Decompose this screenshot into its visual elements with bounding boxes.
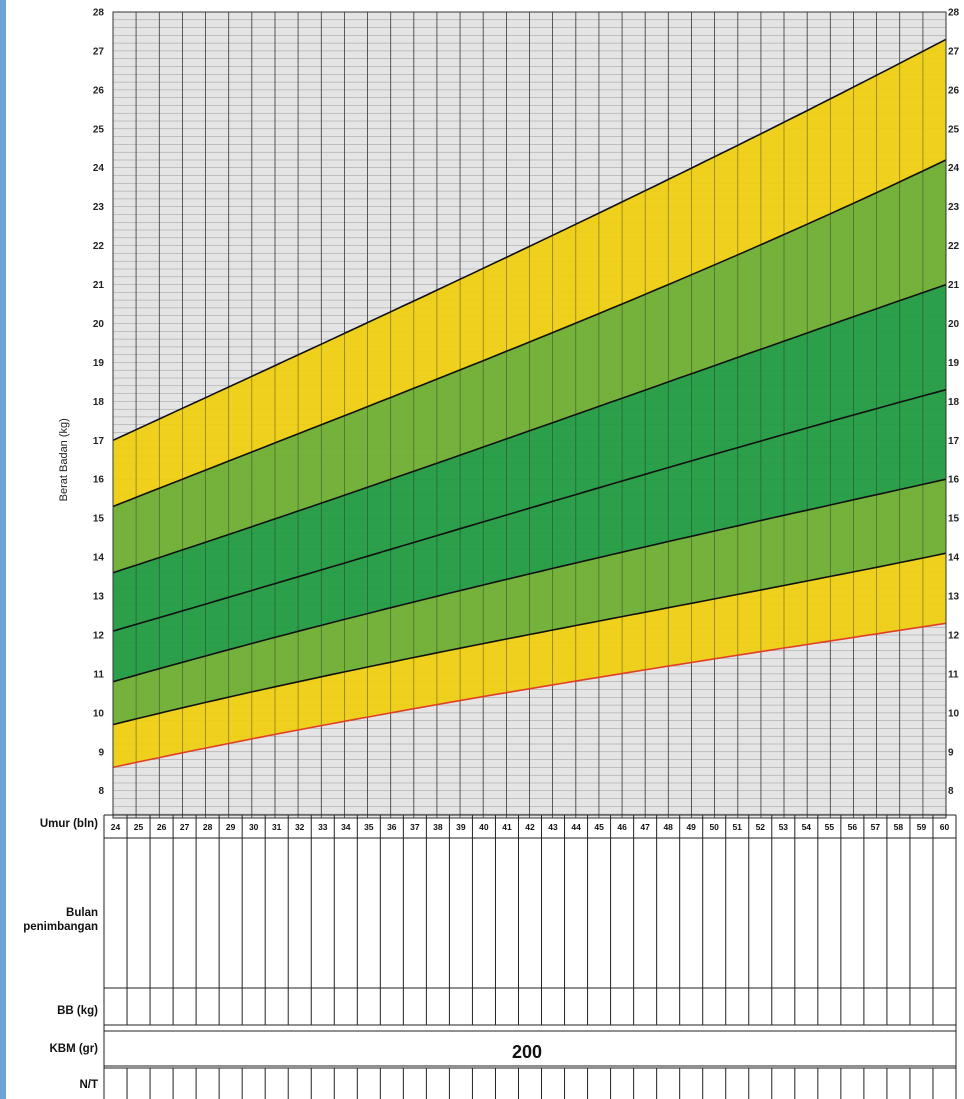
y-tick-right-8: 8 [948,786,954,797]
y-tick-left-9: 9 [98,747,104,758]
age-cell-42: 42 [525,822,535,832]
age-cell-32: 32 [295,822,305,832]
y-tick-left-25: 25 [93,124,105,135]
age-cell-25: 25 [134,822,144,832]
age-cell-40: 40 [479,822,489,832]
curve-7 [112,38,947,442]
y-tick-right-19: 19 [948,358,960,369]
y-tick-right-22: 22 [948,241,960,252]
y-tick-left-11: 11 [93,669,104,680]
age-cell-52: 52 [756,822,766,832]
weigh-month-label-2: penimbangan [23,921,98,933]
age-cell-57: 57 [871,822,881,832]
age-cell-43: 43 [548,822,558,832]
y-tick-left-18: 18 [93,397,105,408]
age-cell-26: 26 [157,822,167,832]
plot-frame [112,11,947,819]
y-tick-left-15: 15 [93,514,105,525]
age-cell-54: 54 [802,822,812,832]
y-tick-left-20: 20 [93,319,105,330]
y-tick-left-13: 13 [93,592,105,603]
age-cell-51: 51 [732,822,742,832]
age-cell-49: 49 [686,822,696,832]
age-cell-41: 41 [502,822,512,832]
y-tick-right-12: 12 [948,630,960,641]
y-tick-left-21: 21 [93,280,105,291]
y-tick-right-9: 9 [948,747,954,758]
curve-5 [112,283,947,574]
age-cell-30: 30 [249,822,259,832]
y-tick-right-23: 23 [948,202,960,213]
y-tick-left-17: 17 [93,436,105,447]
age-cell-47: 47 [640,822,650,832]
age-cell-39: 39 [456,822,466,832]
age-cell-45: 45 [594,822,604,832]
y-tick-left-23: 23 [93,202,105,213]
curve-1 [112,622,947,769]
curve-2 [112,552,947,726]
y-tick-right-26: 26 [948,85,960,96]
nt-row-label: N/T [79,1079,98,1091]
y-axis-label: Berat Badan (kg) [58,418,70,501]
curve-6 [112,159,947,508]
y-tick-left-19: 19 [93,358,105,369]
age-cell-50: 50 [709,822,719,832]
y-tick-right-18: 18 [948,397,960,408]
age-cell-53: 53 [779,822,789,832]
y-tick-left-28: 28 [93,8,105,19]
age-cell-37: 37 [410,822,420,832]
kbm-row-label: KBM (gr) [49,1043,98,1055]
y-tick-left-22: 22 [93,241,105,252]
age-cell-27: 27 [180,822,190,832]
y-tick-left-8: 8 [98,786,104,797]
table-grid: 24 25 26 27 28 29 30 31 32 33 34 35 36 37 38 39 40 41 42 43… [103,814,957,1099]
y-tick-left-16: 16 [93,475,105,486]
age-cell-46: 46 [617,822,627,832]
y-tick-right-14: 14 [948,553,960,564]
age-cell-44: 44 [571,822,581,832]
age-cell-59: 59 [917,822,927,832]
age-cell-58: 58 [894,822,904,832]
age-cell-33: 33 [318,822,328,832]
age-cell-28: 28 [203,822,213,832]
age-cell-60: 60 [940,822,950,832]
bb-row-label: BB (kg) [57,1005,98,1017]
y-tick-right-25: 25 [948,124,960,135]
y-tick-right-20: 20 [948,319,960,330]
kbm-value: 200 [512,1042,542,1062]
growth-chart: 8 8 9 9 10 10 11 11 12 12 13 13 14 14 15 15 16 16 17 17 18 18… [58,8,960,819]
age-cell-55: 55 [825,822,835,832]
y-tick-right-15: 15 [948,514,960,525]
y-tick-left-27: 27 [93,46,105,57]
page-edge-stripe [0,0,6,1099]
y-tick-left-12: 12 [93,630,105,641]
y-tick-left-14: 14 [93,553,105,564]
age-cell-36: 36 [387,822,397,832]
age-cell-29: 29 [226,822,236,832]
age-cell-38: 38 [433,822,443,832]
y-tick-right-16: 16 [948,475,960,486]
weigh-month-label-1: Bulan [66,907,98,919]
age-cell-48: 48 [663,822,673,832]
y-tick-right-21: 21 [948,280,960,291]
age-cell-56: 56 [848,822,858,832]
y-tick-right-10: 10 [948,708,960,719]
y-tick-right-28: 28 [948,8,960,19]
age-row-label: Umur (bln) [40,818,98,830]
age-cell-31: 31 [272,822,282,832]
curve-4 [112,388,947,632]
y-tick-left-26: 26 [93,85,105,96]
age-cell-34: 34 [341,822,351,832]
curve-3 [112,478,947,683]
y-tick-left-24: 24 [93,163,105,174]
y-tick-right-17: 17 [948,436,960,447]
y-tick-right-13: 13 [948,592,960,603]
y-tick-left-10: 10 [93,708,105,719]
age-cell-24: 24 [111,822,121,832]
y-tick-right-24: 24 [948,163,960,174]
y-tick-right-27: 27 [948,46,960,57]
y-tick-right-11: 11 [948,669,959,680]
age-cell-35: 35 [364,822,374,832]
